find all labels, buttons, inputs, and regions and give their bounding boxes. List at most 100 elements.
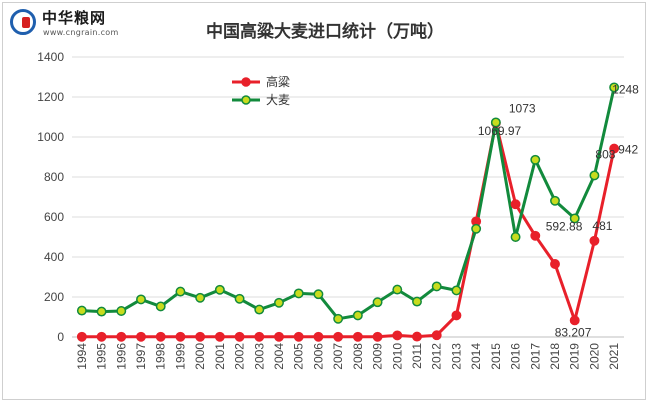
logo-name: 中华粮网 bbox=[42, 9, 107, 27]
cngrain-logo-icon bbox=[10, 9, 36, 35]
series-point bbox=[451, 310, 462, 321]
x-tick-label: 1999 bbox=[173, 343, 187, 370]
series-line bbox=[81, 87, 616, 321]
series-point bbox=[175, 331, 186, 342]
series-point bbox=[293, 331, 304, 342]
y-tick-label: 400 bbox=[44, 250, 64, 264]
y-tick-label: 200 bbox=[44, 290, 64, 304]
x-tick-label: 2021 bbox=[607, 343, 621, 370]
x-tick-label: 2016 bbox=[509, 343, 523, 370]
y-tick-label: 0 bbox=[57, 330, 64, 344]
x-tick-label: 2004 bbox=[272, 343, 286, 370]
x-tick-label: 2000 bbox=[193, 343, 207, 370]
series-point bbox=[274, 297, 284, 308]
y-tick-label: 1000 bbox=[37, 130, 64, 144]
series-point bbox=[352, 310, 363, 321]
series-point bbox=[136, 294, 146, 305]
series-point bbox=[550, 259, 560, 269]
logo: 中华粮网 www.cngrain.com bbox=[10, 6, 160, 42]
x-tick-label: 2008 bbox=[351, 343, 365, 370]
data-label: 1073 bbox=[509, 101, 536, 115]
y-tick-label: 600 bbox=[44, 210, 64, 224]
series-point bbox=[195, 331, 206, 342]
x-tick-label: 2011 bbox=[410, 343, 424, 369]
x-tick-label: 2001 bbox=[213, 343, 227, 370]
series-point bbox=[510, 199, 521, 210]
x-tick-label: 2020 bbox=[587, 343, 601, 370]
series-point bbox=[589, 235, 600, 246]
series-point bbox=[451, 285, 462, 296]
data-label: 808 bbox=[595, 147, 615, 161]
data-label: 1248 bbox=[612, 82, 639, 96]
series-point bbox=[392, 284, 403, 295]
legend-label: 高粱 bbox=[266, 74, 290, 89]
x-tick-label: 2019 bbox=[568, 343, 582, 370]
legend-marker bbox=[241, 95, 251, 105]
series-point bbox=[234, 331, 245, 342]
series-point bbox=[234, 293, 245, 304]
x-tick-label: 1997 bbox=[134, 343, 148, 370]
legend-marker bbox=[241, 77, 251, 87]
x-tick-label: 2005 bbox=[292, 343, 306, 370]
series-point bbox=[293, 288, 304, 299]
series-point bbox=[352, 331, 363, 342]
series-point bbox=[313, 331, 324, 342]
series-point bbox=[155, 331, 166, 342]
y-tick-label: 1200 bbox=[37, 90, 64, 104]
x-tick-label: 1998 bbox=[154, 343, 168, 370]
series-point bbox=[609, 143, 620, 154]
series-point bbox=[431, 281, 442, 292]
series-point bbox=[274, 331, 284, 342]
x-tick-label: 2007 bbox=[331, 343, 345, 370]
series-point bbox=[195, 292, 206, 303]
series-point bbox=[550, 195, 560, 206]
y-tick-label: 800 bbox=[44, 170, 64, 184]
x-tick-label: 2006 bbox=[311, 343, 325, 370]
data-label: 592.88 bbox=[546, 219, 583, 233]
x-tick-label: 2013 bbox=[449, 343, 463, 370]
series-point bbox=[530, 230, 541, 241]
x-tick-label: 2015 bbox=[489, 343, 503, 370]
series-point bbox=[412, 296, 422, 307]
data-label: 1069.97 bbox=[478, 124, 522, 138]
series-point bbox=[569, 213, 580, 224]
data-label: 83.207 bbox=[555, 325, 592, 339]
series-point bbox=[569, 315, 580, 326]
series-point bbox=[254, 331, 265, 342]
series-point bbox=[96, 331, 107, 342]
data-label: 481 bbox=[592, 219, 612, 233]
x-tick-label: 1994 bbox=[75, 343, 89, 370]
data-label: 942 bbox=[618, 143, 638, 157]
series-point bbox=[372, 331, 383, 342]
series-point bbox=[136, 331, 146, 342]
logo-url: www.cngrain.com bbox=[43, 28, 119, 37]
x-tick-label: 2017 bbox=[528, 343, 542, 370]
x-tick-label: 1995 bbox=[95, 343, 109, 370]
series-point bbox=[392, 330, 403, 341]
series-point bbox=[76, 305, 87, 316]
x-tick-label: 2010 bbox=[390, 343, 404, 370]
x-tick-label: 2012 bbox=[430, 343, 444, 370]
series-point bbox=[530, 154, 541, 165]
series-point bbox=[116, 331, 127, 342]
chart-title: 中国高粱大麦进口统计（万吨） bbox=[206, 22, 444, 42]
series-point bbox=[471, 223, 482, 234]
x-tick-label: 1996 bbox=[114, 343, 128, 370]
series-point bbox=[155, 301, 166, 312]
series-point bbox=[313, 289, 324, 300]
series-point bbox=[175, 286, 186, 297]
series-point bbox=[490, 117, 501, 128]
x-tick-label: 2003 bbox=[252, 343, 266, 370]
series-point bbox=[96, 306, 107, 317]
x-tick-label: 2018 bbox=[548, 343, 562, 370]
series-point bbox=[76, 331, 87, 342]
series-point bbox=[214, 284, 225, 295]
x-tick-label: 2009 bbox=[371, 343, 385, 370]
series-point bbox=[333, 313, 344, 324]
series-point bbox=[116, 306, 127, 316]
series-point bbox=[431, 330, 442, 341]
legend-label: 大麦 bbox=[266, 93, 290, 107]
series-point bbox=[254, 304, 265, 315]
series-point bbox=[214, 331, 225, 342]
